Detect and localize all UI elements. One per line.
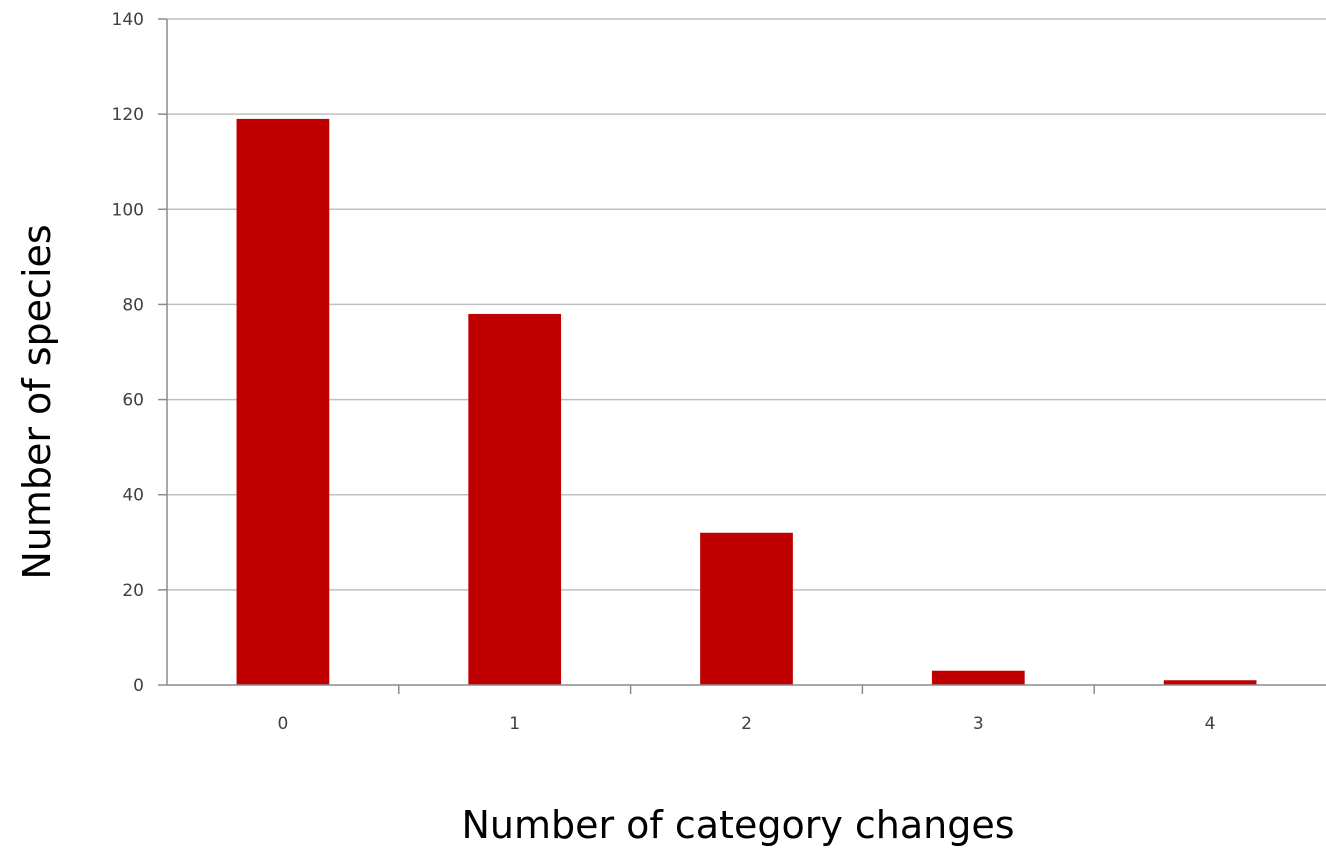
y-tick-labels: 0 20 40 60 80 100 120 140 (112, 10, 144, 696)
bar-4 (1163, 680, 1257, 685)
bar-2 (700, 532, 793, 685)
x-tick-label: 2 (741, 714, 752, 734)
y-axis-title: Number of species (15, 224, 59, 579)
bar-3 (931, 670, 1025, 685)
x-tick-label: 4 (1205, 714, 1216, 734)
y-tick-label: 20 (122, 581, 144, 601)
bar-1 (468, 313, 562, 685)
y-tick-label: 40 (122, 486, 144, 506)
x-tick-label: 0 (277, 714, 288, 734)
y-tick-label: 140 (112, 10, 144, 30)
x-tick-labels: 0 1 2 3 4 (277, 714, 1215, 734)
x-axis-title: Number of category changes (461, 803, 1014, 847)
y-tick-label: 0 (133, 676, 144, 696)
axes (158, 18, 1326, 694)
y-tick-label: 120 (112, 105, 144, 125)
x-tick-label: 3 (973, 714, 984, 734)
bars (236, 118, 1257, 685)
y-tick-label: 80 (122, 295, 144, 315)
x-tick-label: 1 (509, 714, 520, 734)
y-tick-label: 60 (122, 391, 144, 411)
gridlines (167, 18, 1326, 591)
bar-0 (236, 118, 330, 685)
y-tick-label: 100 (112, 200, 144, 220)
